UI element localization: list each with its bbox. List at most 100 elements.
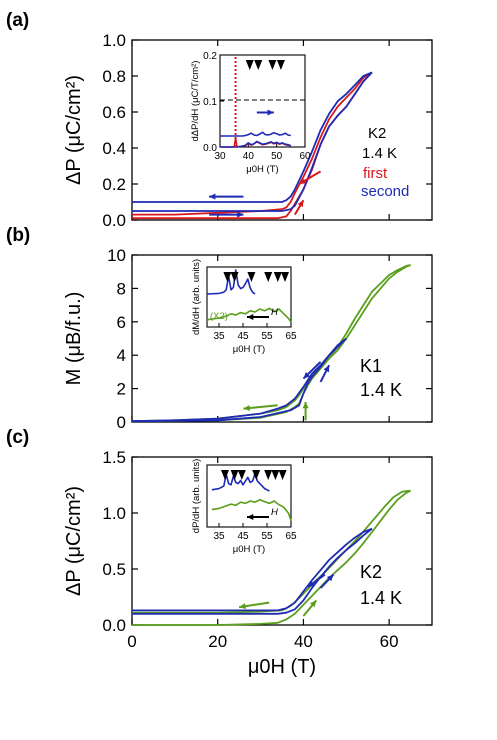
series-blue (132, 527, 373, 615)
inset-y-tick-label: 0.2 (203, 51, 217, 62)
inset-x-label: μ0H (T) (246, 164, 278, 175)
arrow-head (303, 372, 311, 379)
arrow-green-down (238, 601, 270, 610)
arrow-head (299, 178, 307, 184)
series-blue-down (132, 527, 373, 612)
arrow-head (247, 313, 254, 321)
y-tick-label: 6 (117, 313, 126, 332)
arrow-blue-down (307, 573, 326, 588)
arrow-green-up (302, 401, 309, 421)
inset-x-tick-label: 65 (285, 531, 297, 542)
inset: 35 45 55 65 μ0H (T) dM/dH (arb. units) (X2) H (191, 259, 297, 355)
y-tick-label: 1.5 (102, 448, 126, 467)
inset-peak-marker (268, 60, 277, 70)
inset-y-label: dΔP/dH (μC/T/cm²) (190, 61, 201, 142)
inset-series-blue (206, 269, 256, 295)
inset-peak-marker (254, 60, 263, 70)
y-tick-label: 2 (117, 380, 126, 399)
inset-series-blue (211, 472, 270, 492)
arrow-green-down (243, 404, 278, 412)
arrow-head (302, 401, 309, 409)
temperature-label: 1.4 K (360, 380, 402, 400)
y-tick-label: 1.0 (102, 31, 126, 50)
inset-x-tick-label: 45 (237, 331, 249, 342)
temperature-label: 1.4 K (362, 145, 397, 162)
inset-y-tick-label: 0.0 (203, 143, 217, 154)
inset-series-green (211, 498, 292, 522)
y-axis-label: M (μB/f.u.) (63, 292, 85, 386)
inset-x-tick-label: 60 (299, 151, 311, 162)
series-blue-down (131, 337, 347, 423)
inset-x-tick-label: 40 (243, 151, 255, 162)
inset-x-tick-label: 50 (271, 151, 283, 162)
arrow-blue-down (209, 193, 244, 200)
arrow-head (309, 600, 317, 608)
y-tick-label: 4 (117, 346, 126, 365)
arrow-head (307, 580, 315, 587)
y-axis-label: ΔP (μC/cm²) (63, 75, 85, 185)
x-tick-label: 20 (208, 632, 227, 651)
inset-peak-marker (237, 470, 246, 480)
y-tick-label: 0.4 (102, 139, 126, 158)
inset-x-tick-label: 35 (213, 531, 225, 542)
arrow-green-up (302, 599, 318, 617)
y-axis-label: ΔP (μC/cm²) (63, 486, 85, 596)
inset-peak-marker (278, 470, 287, 480)
inset-y-tick-label: 0.1 (203, 97, 217, 108)
inset-x-tick-label: 45 (237, 531, 249, 542)
inset-peak-marker (276, 60, 285, 70)
arrow-head (297, 200, 304, 208)
y-axis-label-text: ΔP (μC/cm²) (63, 75, 85, 185)
arrow-head (237, 211, 244, 218)
arrow-head (326, 574, 334, 582)
plot-frame (131, 254, 433, 423)
inset-peak-marker (247, 272, 256, 282)
inset-peak-marker (245, 60, 254, 70)
legend-second: second (361, 183, 409, 200)
x-tick-label: 40 (294, 632, 313, 651)
inset-y-label: dM/dH (arb. units) (191, 259, 202, 335)
sample-label: K2 (368, 125, 386, 142)
y-tick-label: 0.6 (102, 103, 126, 122)
series-second (132, 71, 373, 212)
panel-label: (c) (6, 427, 29, 448)
inset-peak-marker (273, 272, 282, 282)
arrow-red-down (298, 170, 322, 185)
arrow-head (247, 513, 254, 521)
inset-peak-marker (230, 272, 239, 282)
inset-series-green (206, 307, 292, 323)
x-tick-label: 0 (127, 632, 136, 651)
inset-series-second (220, 140, 292, 148)
arrow-blue-up (319, 364, 331, 383)
plot-frame (131, 456, 433, 626)
y-tick-label: 1.0 (102, 504, 126, 523)
y-tick-label: 0.5 (102, 560, 126, 579)
sample-label: K1 (360, 356, 382, 376)
inset-x-tick-label: 55 (261, 331, 273, 342)
inset-y-label-text: dΔP/dH (μC/T/cm²) (190, 61, 201, 142)
inset-y-label-text: dM/dH (arb. units) (191, 259, 202, 335)
inset-field-label: H (271, 507, 278, 518)
y-tick-label: 0.8 (102, 67, 126, 86)
sample-label: K2 (360, 562, 382, 582)
panel-label: (b) (6, 225, 30, 246)
panel-b: (b) 0 2 4 6 8 10 M (μB/f.u.) K1 1.4 K 35 45 55 65 μ0H … (6, 225, 433, 432)
inset-peak-marker (221, 470, 229, 480)
arrow-head (323, 365, 330, 373)
inset-x-tick-label: 55 (261, 531, 273, 542)
panel-c: (c) 0.0 0.5 1.0 1.5 0 20 40 60 ΔP (μC/cm²) μ0H (T)… (6, 427, 433, 678)
panel-label: (a) (6, 10, 29, 31)
inset: 30 40 50 60 μ0H (T) dΔP/dH (μC/T/cm²)0.0 0.1 0.… (190, 51, 311, 175)
y-tick-label: 0.0 (102, 616, 126, 635)
inset-peak-marker (230, 470, 239, 480)
inset-x-label: μ0H (T) (233, 344, 265, 355)
y-tick-label: 8 (117, 279, 126, 298)
arrow-blue-up (319, 573, 335, 589)
y-axis-label-text: ΔP (μC/cm²) (63, 486, 85, 596)
inset-field-label: H (271, 307, 278, 318)
y-tick-label: 0.2 (102, 175, 126, 194)
inset-peak-marker (271, 470, 280, 480)
arrow-blue-down (302, 361, 322, 380)
inset-peak-marker (264, 470, 273, 480)
